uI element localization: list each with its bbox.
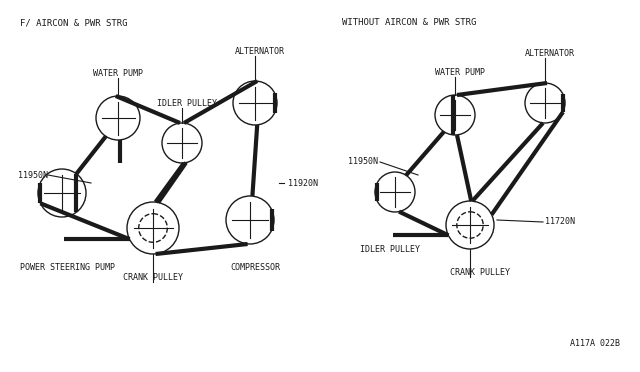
Text: WATER PUMP: WATER PUMP	[435, 68, 485, 77]
Text: 11950N: 11950N	[18, 170, 48, 180]
Text: F/ AIRCON & PWR STRG: F/ AIRCON & PWR STRG	[20, 18, 127, 27]
Text: IDLER PULLEY: IDLER PULLEY	[157, 99, 217, 108]
Text: 11720N: 11720N	[545, 218, 575, 227]
Text: ALTERNATOR: ALTERNATOR	[525, 49, 575, 58]
Text: 11950N: 11950N	[348, 157, 378, 167]
Text: WITHOUT AIRCON & PWR STRG: WITHOUT AIRCON & PWR STRG	[342, 18, 476, 27]
Text: IDLER PULLEY: IDLER PULLEY	[360, 245, 420, 254]
Text: A117A 022B: A117A 022B	[570, 339, 620, 348]
Text: ALTERNATOR: ALTERNATOR	[235, 47, 285, 56]
Text: CRANK PULLEY: CRANK PULLEY	[450, 268, 510, 277]
Text: COMPRESSOR: COMPRESSOR	[230, 263, 280, 272]
Text: POWER STEERING PUMP: POWER STEERING PUMP	[19, 263, 115, 272]
Text: 11920N: 11920N	[288, 179, 318, 187]
Text: CRANK PULLEY: CRANK PULLEY	[123, 273, 183, 282]
Text: WATER PUMP: WATER PUMP	[93, 69, 143, 78]
